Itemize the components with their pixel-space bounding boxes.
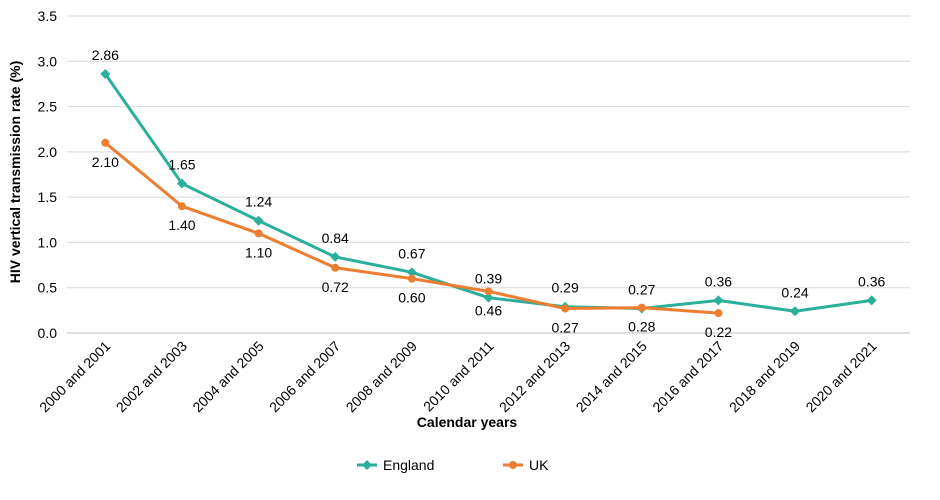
x-tick-label: 2008 and 2009 <box>343 338 421 416</box>
uk-point <box>561 304 570 313</box>
england-data-label: 0.67 <box>398 245 425 261</box>
uk-data-label: 0.22 <box>705 324 732 340</box>
legend: England UK <box>357 457 549 473</box>
england-data-label: 2.86 <box>92 47 119 63</box>
uk-point <box>484 287 493 296</box>
x-tick-label: 2010 and 2011 <box>420 338 497 415</box>
england-data-label: 0.36 <box>705 273 732 289</box>
england-point <box>100 68 111 79</box>
england-point <box>483 292 494 303</box>
england-data-label: 0.36 <box>858 273 885 289</box>
england-data-label: 1.65 <box>168 157 195 173</box>
england-data-label: 0.24 <box>781 284 808 300</box>
x-axis-title: Calendar years <box>417 414 518 430</box>
y-axis-ticks: 0.0 0.5 1.0 1.5 2.0 2.5 3.0 3.5 <box>38 8 58 341</box>
y-axis-title: HIV vertical transmission rate (%) <box>7 61 23 284</box>
y-tick-label: 0.5 <box>38 280 58 296</box>
y-tick-label: 2.0 <box>38 144 58 160</box>
uk-data-label: 2.10 <box>92 154 119 170</box>
x-tick-label: 2014 and 2015 <box>573 338 651 416</box>
england-point <box>790 306 801 317</box>
x-tick-label: 2018 and 2019 <box>726 338 804 416</box>
y-tick-label: 2.5 <box>38 99 58 115</box>
england-data-label: 1.24 <box>245 194 272 210</box>
england-point <box>713 295 724 306</box>
x-tick-label: 2006 and 2007 <box>266 338 344 416</box>
legend-item-uk: UK <box>503 457 549 473</box>
england-point <box>330 251 341 262</box>
uk-data-label: 1.10 <box>245 244 272 260</box>
series-group <box>100 68 877 318</box>
y-tick-label: 3.0 <box>38 53 58 69</box>
legend-england-marker <box>362 460 372 470</box>
england-point <box>176 178 187 189</box>
legend-item-england: England <box>357 457 434 473</box>
uk-point <box>714 309 723 318</box>
y-tick-label: 0.0 <box>38 325 58 341</box>
y-tick-label: 1.5 <box>38 189 58 205</box>
england-data-label: 0.84 <box>322 230 349 246</box>
england-point <box>866 295 877 306</box>
england-point <box>253 215 264 226</box>
uk-point <box>637 303 646 312</box>
data-labels: 2.86 1.65 1.24 0.84 0.67 0.39 0.29 0.27 0.36 0.24… <box>92 47 886 340</box>
x-tick-label: 2016 and 2017 <box>649 338 727 416</box>
uk-point <box>407 274 416 283</box>
uk-data-label: 0.72 <box>322 279 349 295</box>
uk-data-label: 0.28 <box>628 319 655 335</box>
legend-england-label: England <box>383 457 434 473</box>
legend-uk-marker <box>509 461 517 469</box>
x-tick-label: 2012 and 2013 <box>496 338 574 416</box>
england-data-label: 0.27 <box>628 282 655 298</box>
y-tick-label: 1.0 <box>38 234 58 250</box>
x-tick-label: 2020 and 2021 <box>802 338 880 416</box>
x-tick-label: 2004 and 2005 <box>189 338 267 416</box>
england-point <box>406 267 417 278</box>
x-tick-label: 2000 and 2001 <box>36 338 114 416</box>
legend-uk-label: UK <box>529 457 549 473</box>
uk-point <box>331 263 340 272</box>
uk-data-label: 0.60 <box>398 290 425 306</box>
uk-point <box>254 229 263 238</box>
uk-data-label: 1.40 <box>168 217 195 233</box>
uk-data-label: 0.27 <box>552 320 579 336</box>
england-data-label: 0.29 <box>552 280 579 296</box>
x-tick-label: 2002 and 2003 <box>113 338 191 416</box>
uk-point <box>101 138 110 147</box>
uk-point <box>177 202 186 211</box>
england-data-label: 0.39 <box>475 271 502 287</box>
y-tick-label: 3.5 <box>38 8 58 24</box>
uk-data-label: 0.46 <box>475 302 502 318</box>
x-axis-ticks: 2000 and 2001 2002 and 2003 2004 and 2005 2… <box>36 338 880 416</box>
